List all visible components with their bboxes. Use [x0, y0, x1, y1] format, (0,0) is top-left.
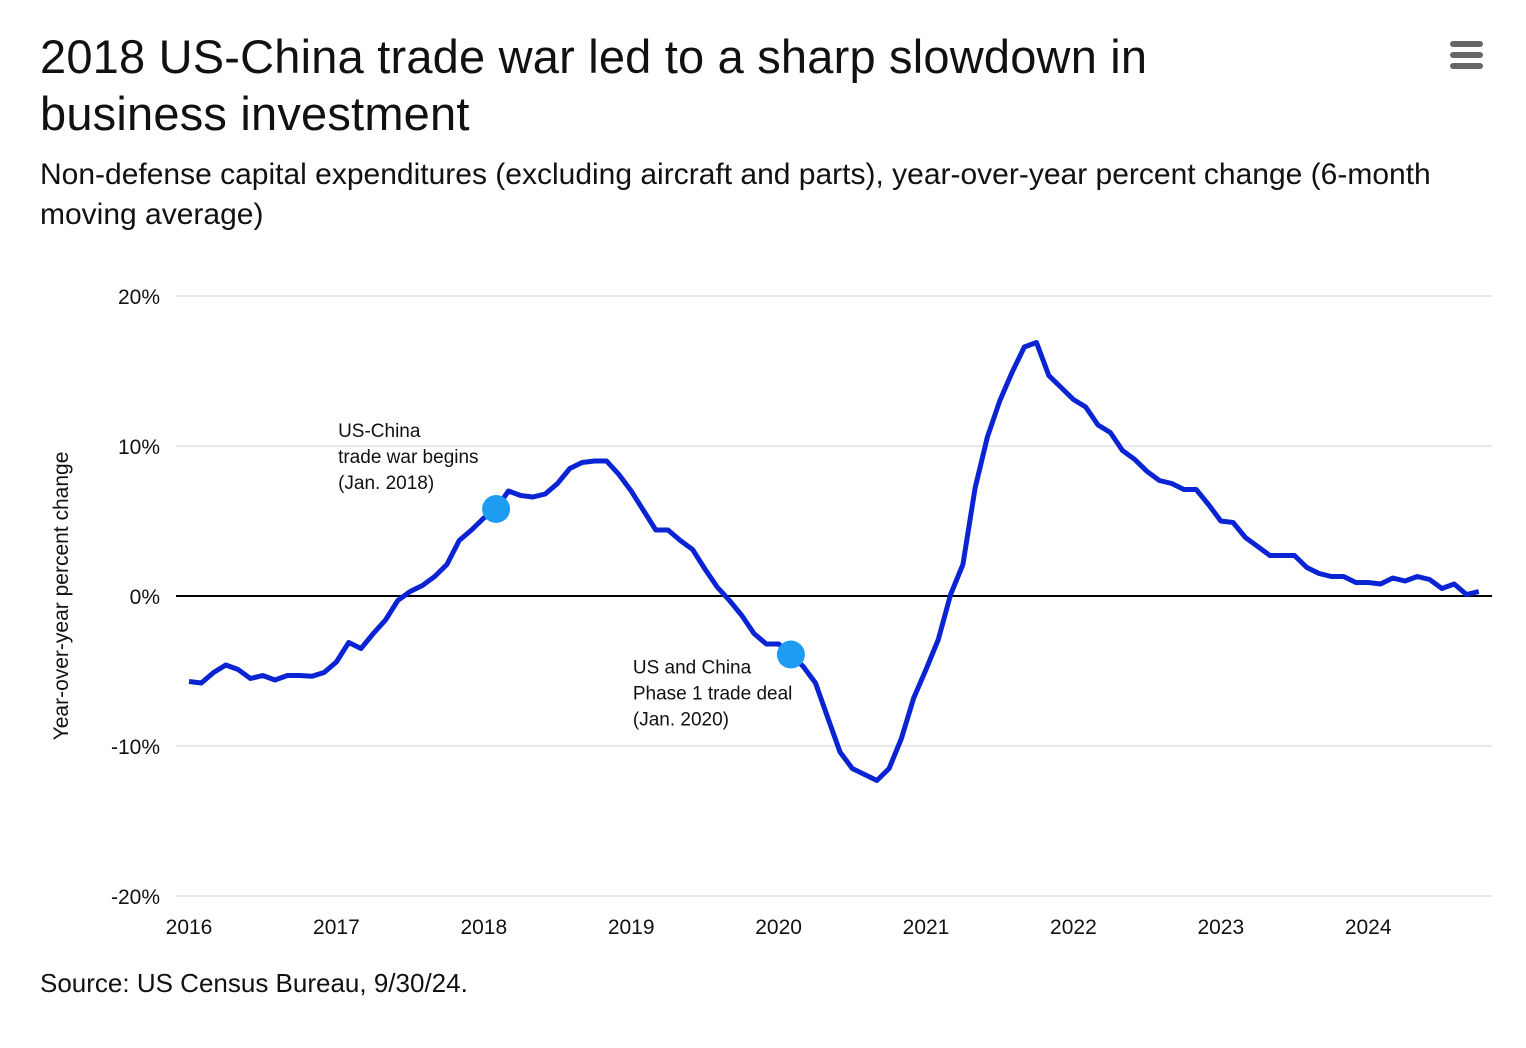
x-tick-label: 2023 — [1197, 916, 1244, 939]
menu-bar — [1450, 63, 1483, 69]
annotation-text: (Jan. 2018) — [338, 473, 434, 494]
x-tick-label: 2024 — [1345, 916, 1392, 939]
menu-bar — [1450, 41, 1483, 47]
y-tick-label: -20% — [111, 886, 160, 909]
y-axis-label: Year-over-year percent change — [50, 452, 73, 741]
y-tick-label: -10% — [111, 736, 160, 759]
y-tick-label: 20% — [118, 286, 160, 309]
annotation-text: (Jan. 2020) — [633, 710, 729, 731]
source-note: Source: US Census Bureau, 9/30/24. — [40, 968, 468, 998]
x-tick-label: 2019 — [608, 916, 655, 939]
series-line — [188, 340, 1480, 783]
hamburger-menu-icon[interactable] — [1444, 36, 1488, 74]
y-tick-label: 10% — [118, 436, 160, 459]
event-marker — [482, 495, 511, 523]
x-tick-label: 2016 — [166, 916, 213, 939]
x-tick-label: 2021 — [903, 916, 950, 939]
x-tick-label: 2017 — [313, 916, 360, 939]
event-marker — [776, 640, 805, 669]
annotation-text: trade war begins — [338, 447, 478, 468]
chart-title: 2018 US-China trade war led to a sharp s… — [40, 30, 1148, 140]
menu-bar — [1450, 52, 1483, 58]
annotation-text: US and China — [633, 658, 752, 679]
y-tick-label: 0% — [130, 586, 160, 609]
x-tick-label: 2022 — [1050, 916, 1097, 939]
chart-subtitle: Non-defense capital expenditures (exclud… — [40, 158, 1431, 231]
annotation-text: Phase 1 trade deal — [633, 684, 793, 705]
annotation-text: US-China — [338, 421, 421, 442]
x-tick-label: 2020 — [755, 916, 802, 939]
x-tick-label: 2018 — [460, 916, 507, 939]
